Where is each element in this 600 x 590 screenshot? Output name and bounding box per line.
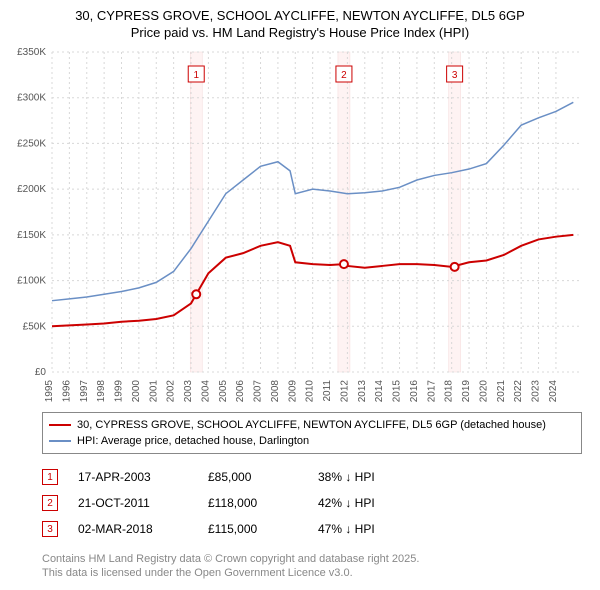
svg-text:1997: 1997 bbox=[79, 380, 90, 403]
svg-text:2020: 2020 bbox=[478, 380, 489, 403]
footer-line1: Contains HM Land Registry data © Crown c… bbox=[42, 552, 592, 566]
page-subtitle: Price paid vs. HM Land Registry's House … bbox=[8, 25, 592, 40]
svg-text:2018: 2018 bbox=[444, 380, 455, 403]
event-price: £118,000 bbox=[208, 496, 298, 510]
svg-text:2009: 2009 bbox=[287, 380, 298, 403]
svg-text:2010: 2010 bbox=[305, 380, 316, 403]
legend-swatch bbox=[49, 424, 71, 426]
footer-line2: This data is licensed under the Open Gov… bbox=[42, 566, 592, 580]
sale-event-row: 2 21-OCT-2011 £118,000 42% ↓ HPI bbox=[42, 490, 592, 516]
event-hpi-diff: 47% ↓ HPI bbox=[318, 522, 428, 536]
svg-text:2014: 2014 bbox=[374, 380, 385, 403]
svg-text:1998: 1998 bbox=[96, 380, 107, 403]
event-hpi-diff: 38% ↓ HPI bbox=[318, 470, 428, 484]
svg-text:£0: £0 bbox=[35, 367, 47, 378]
svg-text:£50K: £50K bbox=[23, 321, 47, 332]
svg-text:1: 1 bbox=[193, 70, 199, 81]
svg-text:£100K: £100K bbox=[17, 276, 46, 287]
svg-text:2023: 2023 bbox=[531, 380, 542, 403]
svg-text:2008: 2008 bbox=[270, 380, 281, 403]
event-price: £85,000 bbox=[208, 470, 298, 484]
event-price: £115,000 bbox=[208, 522, 298, 536]
svg-text:2021: 2021 bbox=[496, 380, 507, 403]
svg-text:2012: 2012 bbox=[339, 380, 350, 403]
svg-text:2004: 2004 bbox=[200, 380, 211, 403]
legend-label: 30, CYPRESS GROVE, SCHOOL AYCLIFFE, NEWT… bbox=[77, 419, 546, 431]
svg-text:2001: 2001 bbox=[148, 380, 159, 403]
svg-text:1999: 1999 bbox=[114, 380, 125, 403]
svg-text:£150K: £150K bbox=[17, 230, 46, 241]
svg-text:£300K: £300K bbox=[17, 93, 46, 104]
svg-text:1995: 1995 bbox=[44, 380, 55, 403]
svg-text:1996: 1996 bbox=[61, 380, 72, 403]
event-hpi-diff: 42% ↓ HPI bbox=[318, 496, 428, 510]
svg-text:£200K: £200K bbox=[17, 184, 46, 195]
footer-attribution: Contains HM Land Registry data © Crown c… bbox=[42, 552, 592, 581]
legend-swatch bbox=[49, 440, 71, 442]
event-marker: 2 bbox=[42, 495, 58, 511]
legend-item: 30, CYPRESS GROVE, SCHOOL AYCLIFFE, NEWT… bbox=[49, 417, 575, 433]
svg-text:2015: 2015 bbox=[392, 380, 403, 403]
svg-text:£250K: £250K bbox=[17, 138, 46, 149]
chart-container: 30, CYPRESS GROVE, SCHOOL AYCLIFFE, NEWT… bbox=[0, 0, 600, 589]
svg-text:2006: 2006 bbox=[235, 380, 246, 403]
event-date: 21-OCT-2011 bbox=[78, 496, 188, 510]
svg-text:2003: 2003 bbox=[183, 380, 194, 403]
svg-text:2000: 2000 bbox=[131, 380, 142, 403]
event-marker: 3 bbox=[42, 521, 58, 537]
svg-text:2: 2 bbox=[341, 70, 347, 81]
event-date: 17-APR-2003 bbox=[78, 470, 188, 484]
sale-events-table: 1 17-APR-2003 £85,000 38% ↓ HPI 2 21-OCT-2011… bbox=[42, 464, 592, 542]
svg-text:2024: 2024 bbox=[548, 380, 559, 403]
svg-text:2013: 2013 bbox=[357, 380, 368, 403]
price-chart: £0 £50K £100K £150K £200K £250K £300K £350K 1995… bbox=[8, 46, 592, 406]
svg-text:£350K: £350K bbox=[17, 47, 46, 58]
sale-event-row: 1 17-APR-2003 £85,000 38% ↓ HPI bbox=[42, 464, 592, 490]
page-title: 30, CYPRESS GROVE, SCHOOL AYCLIFFE, NEWT… bbox=[8, 8, 592, 23]
event-marker: 1 bbox=[42, 469, 58, 485]
svg-text:2016: 2016 bbox=[409, 380, 420, 403]
svg-text:2011: 2011 bbox=[322, 380, 333, 402]
event-date: 02-MAR-2018 bbox=[78, 522, 188, 536]
svg-text:2022: 2022 bbox=[513, 380, 524, 403]
svg-text:2002: 2002 bbox=[166, 380, 177, 403]
legend: 30, CYPRESS GROVE, SCHOOL AYCLIFFE, NEWT… bbox=[42, 412, 582, 454]
svg-text:2005: 2005 bbox=[218, 380, 229, 403]
sale-event-row: 3 02-MAR-2018 £115,000 47% ↓ HPI bbox=[42, 516, 592, 542]
svg-text:2019: 2019 bbox=[461, 380, 472, 403]
svg-text:2017: 2017 bbox=[426, 380, 437, 403]
legend-item: HPI: Average price, detached house, Darl… bbox=[49, 433, 575, 449]
legend-label: HPI: Average price, detached house, Darl… bbox=[77, 435, 309, 447]
svg-text:3: 3 bbox=[452, 70, 458, 81]
svg-text:2007: 2007 bbox=[253, 380, 264, 403]
